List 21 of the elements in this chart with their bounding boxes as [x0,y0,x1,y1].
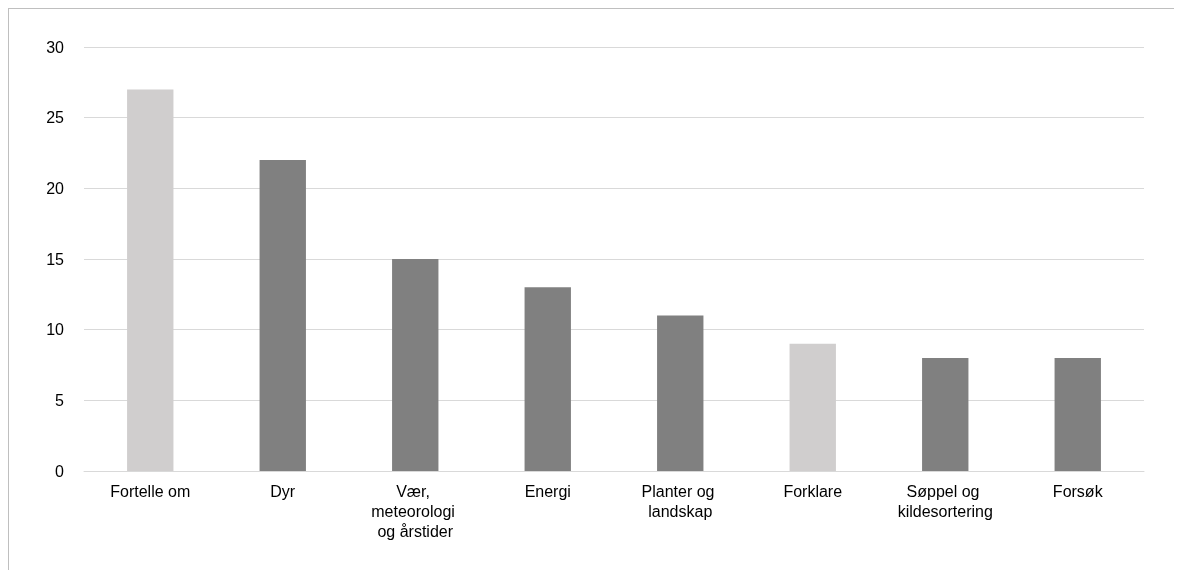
x-tick-label: Vær, meteorologi og årstider [371,482,460,540]
y-tick-label: 0 [55,462,65,480]
x-tick-label: Forsøk [1052,482,1104,500]
y-tick-label: 5 [55,391,65,409]
x-tick-label: Fortelle om [110,482,191,500]
bar [1054,357,1101,471]
bar [259,160,306,471]
y-tick-label: 15 [46,250,65,268]
x-tick-label: Søppel og kildesortering [897,482,993,520]
y-tick-label: 25 [46,109,65,127]
y-tick-label: 10 [46,321,65,339]
x-tick-label: Energi [524,482,571,500]
x-tick-label: Planter og landskap [641,482,719,520]
bar [922,357,969,471]
y-tick-label: 20 [46,179,65,197]
y-tick-label: 30 [46,38,65,56]
x-tick-label: Dyr [270,482,296,500]
bar [524,287,571,471]
bar [657,315,704,471]
x-tick-label: Forklare [783,482,843,500]
bar [392,259,439,471]
